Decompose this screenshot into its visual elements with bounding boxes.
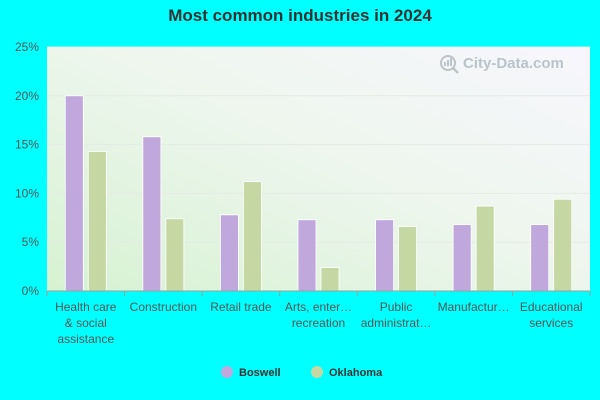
legend-swatch-oklahoma — [311, 366, 323, 378]
y-tick-label: 0% — [22, 284, 40, 298]
category-label: Arts, enter… — [285, 300, 352, 314]
chart-title: Most common industries in 2024 — [168, 6, 432, 25]
y-tick-label: 20% — [15, 89, 39, 103]
bar-boswell-0 — [64, 95, 84, 292]
bar-boswell-6 — [530, 224, 550, 292]
x-axis: Health care & social assistance Constructio… — [46, 290, 591, 346]
category-label: Manufactur… — [438, 300, 510, 314]
bar-oklahoma-0 — [87, 151, 107, 292]
bar-boswell-4 — [375, 219, 394, 292]
y-tick-label: 15% — [15, 138, 39, 152]
gridlines — [47, 46, 590, 243]
bar-oklahoma-4 — [398, 226, 417, 292]
y-tick-label: 25% — [15, 40, 39, 54]
legend-label-boswell: Boswell — [239, 367, 281, 379]
plot-area — [47, 47, 590, 291]
category-label: & social — [65, 316, 107, 330]
category-label: Construction — [130, 300, 197, 314]
bar-oklahoma-1 — [165, 218, 185, 292]
bar-oklahoma-6 — [553, 198, 573, 292]
category-label: administrat… — [361, 316, 432, 330]
legend: Boswell Oklahoma — [221, 366, 383, 379]
watermark: City-Data.com — [440, 55, 564, 74]
bar-boswell-3 — [297, 219, 317, 292]
category-label: services — [529, 316, 573, 330]
y-axis: 0% 5% 10% 15% 20% 25% — [15, 40, 39, 298]
category-label: Health care — [55, 300, 117, 314]
bar-boswell-5 — [452, 224, 472, 292]
category-label: Educational — [520, 300, 583, 314]
category-label: Public — [380, 300, 413, 314]
legend-swatch-boswell — [221, 366, 233, 378]
legend-label-oklahoma: Oklahoma — [329, 367, 383, 379]
bar-oklahoma-3 — [320, 267, 340, 292]
bar-oklahoma-5 — [475, 205, 495, 292]
bar-boswell-2 — [220, 214, 239, 292]
bar-boswell-1 — [142, 136, 162, 292]
category-label: Retail trade — [210, 300, 272, 314]
category-label: recreation — [292, 316, 345, 330]
bar-oklahoma-2 — [243, 181, 262, 292]
y-tick-label: 5% — [22, 235, 40, 249]
category-label: assistance — [57, 332, 114, 346]
watermark-text: City-Data.com — [463, 55, 564, 72]
y-tick-label: 10% — [15, 186, 39, 200]
magnifier-icon — [440, 55, 459, 74]
